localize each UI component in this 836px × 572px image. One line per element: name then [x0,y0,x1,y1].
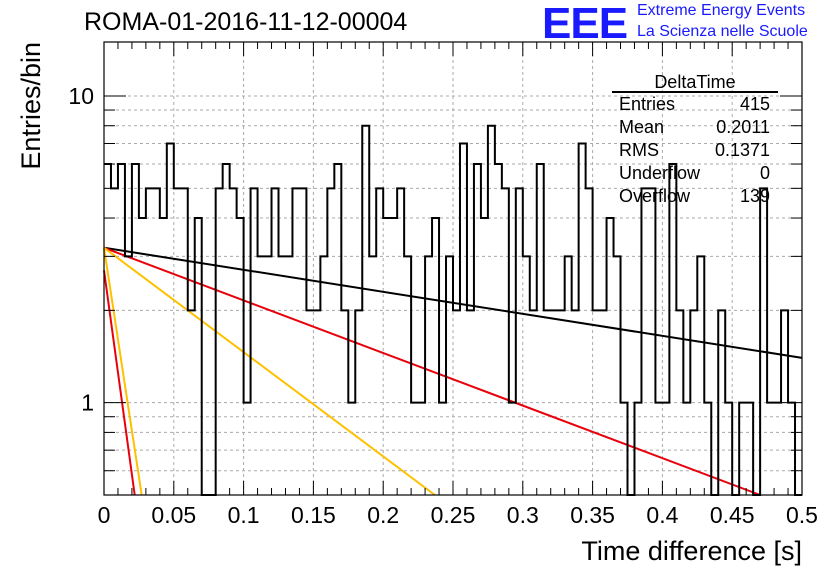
brand-line-1: Extreme Energy Events [637,2,806,19]
x-tick-label: 0.5 [786,502,818,528]
y-axis-title: Entries/bin [16,42,46,170]
x-tick-label: 0 [98,502,111,528]
stats-row-label: Mean [619,117,664,137]
stats-row-label: Overflow [619,186,691,206]
stats-row-label: RMS [619,140,659,160]
stats-box-name: DeltaTime [654,72,735,92]
histogram-title: ROMA-01-2016-11-12-00004 [84,8,408,36]
stats-row-value: 0.1371 [715,140,770,160]
stats-row-value: 0 [760,163,770,183]
x-tick-label: 0.35 [570,502,615,528]
stats-row-label: Entries [619,94,675,114]
stats-row-label: Underflow [619,163,701,183]
fit-curve [103,270,136,496]
axis-labels: 0 0.05 0.1 0.15 0.2 0.25 0.3 0.35 0.4 0.45 0.5 1 10 T… [16,42,818,566]
fit-curve [103,247,143,496]
x-tick-label: 0.1 [228,502,260,528]
axis-ticks [103,42,803,495]
x-tick-label: 0.2 [367,502,399,528]
stats-row-value: 139 [740,186,770,206]
fit-curve [103,246,761,496]
eee-logo: EEE [542,0,628,48]
y-tick-label: 10 [68,83,94,109]
x-tick-label: 0.3 [507,502,539,528]
brand-line-2: La Scienza nelle Scuole [637,23,808,40]
x-tick-label: 0.4 [646,502,678,528]
x-axis-title: Time difference [s] [581,536,802,566]
x-tick-label: 0.45 [710,502,755,528]
stats-row-value: 415 [740,94,770,114]
fit-curves [103,246,803,496]
x-tick-label: 0.05 [151,502,196,528]
histogram-step-line [104,124,802,496]
fit-curve [103,246,436,496]
y-tick-label: 1 [81,390,94,416]
stats-row-value: 0.2011 [716,117,770,137]
x-tick-label: 0.15 [291,502,336,528]
histogram-bars [104,124,802,496]
x-tick-label: 0.25 [431,502,476,528]
